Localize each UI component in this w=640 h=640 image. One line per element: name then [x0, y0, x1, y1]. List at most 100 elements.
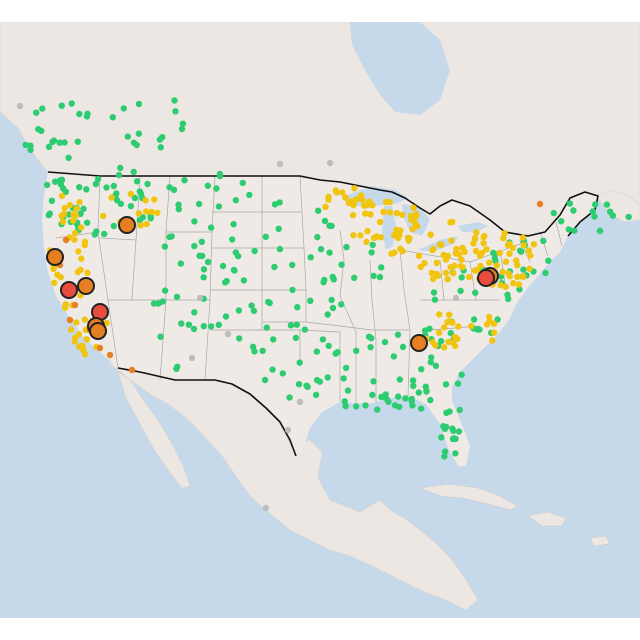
station-marker-moderate[interactable]: [325, 196, 332, 203]
station-marker-moderate[interactable]: [527, 252, 534, 259]
station-marker-good[interactable]: [60, 185, 67, 192]
station-marker-good[interactable]: [92, 180, 100, 188]
station-marker-usg[interactable]: [71, 301, 79, 309]
station-marker-good[interactable]: [374, 406, 381, 413]
station-marker-good[interactable]: [325, 342, 332, 350]
station-marker-moderate[interactable]: [436, 241, 444, 248]
station-marker-moderate[interactable]: [428, 269, 435, 277]
station-marker-good[interactable]: [157, 144, 164, 151]
station-marker-good[interactable]: [370, 272, 377, 280]
station-marker-good[interactable]: [431, 296, 439, 303]
station-marker-good[interactable]: [101, 230, 108, 238]
highlighted-station-usg[interactable]: [77, 277, 95, 295]
station-marker-moderate[interactable]: [519, 234, 526, 241]
station-marker-good[interactable]: [402, 395, 409, 402]
station-marker-moderate[interactable]: [362, 210, 369, 217]
station-marker-moderate[interactable]: [433, 259, 440, 267]
station-marker-good[interactable]: [592, 201, 599, 208]
station-marker-moderate[interactable]: [502, 258, 510, 265]
station-marker-good[interactable]: [46, 210, 53, 217]
station-marker-good[interactable]: [199, 252, 206, 260]
station-marker-moderate[interactable]: [472, 247, 480, 255]
station-marker-moderate[interactable]: [518, 273, 526, 280]
station-marker-good[interactable]: [441, 453, 448, 460]
station-marker-good[interactable]: [56, 139, 63, 146]
station-marker-good[interactable]: [289, 261, 296, 269]
station-marker-good[interactable]: [378, 393, 385, 401]
station-marker-good[interactable]: [342, 364, 350, 372]
station-marker-good[interactable]: [458, 371, 465, 378]
station-marker-moderate[interactable]: [377, 234, 384, 241]
station-marker-good[interactable]: [344, 387, 352, 394]
station-marker-moderate[interactable]: [393, 210, 400, 217]
station-marker-good[interactable]: [540, 237, 547, 244]
station-marker-good[interactable]: [144, 180, 151, 188]
station-marker-good[interactable]: [215, 203, 223, 210]
station-marker-moderate[interactable]: [440, 344, 448, 351]
station-marker-moderate[interactable]: [75, 331, 83, 338]
station-marker-moderate[interactable]: [333, 189, 340, 196]
station-marker-good[interactable]: [270, 336, 277, 343]
station-marker-moderate[interactable]: [501, 229, 508, 237]
station-marker-good[interactable]: [370, 378, 377, 385]
map-frame[interactable]: [0, 22, 640, 618]
station-marker-good[interactable]: [338, 301, 345, 308]
station-marker-good[interactable]: [51, 178, 59, 185]
station-marker-moderate[interactable]: [61, 204, 68, 212]
station-marker-moderate[interactable]: [445, 311, 453, 318]
station-marker-moderate[interactable]: [386, 209, 393, 216]
station-marker-usg[interactable]: [536, 200, 544, 208]
station-marker-moderate[interactable]: [363, 238, 370, 246]
station-marker-moderate[interactable]: [490, 329, 498, 336]
station-marker-good[interactable]: [385, 398, 392, 405]
station-marker-moderate[interactable]: [505, 270, 512, 277]
station-marker-good[interactable]: [68, 100, 75, 107]
station-marker-good[interactable]: [458, 274, 465, 281]
station-marker-moderate[interactable]: [322, 203, 329, 210]
station-marker-good[interactable]: [181, 177, 188, 184]
station-marker-good[interactable]: [58, 102, 65, 109]
station-marker-good[interactable]: [94, 175, 102, 183]
station-marker-moderate[interactable]: [51, 279, 58, 286]
station-marker-good[interactable]: [589, 208, 596, 215]
station-marker-good[interactable]: [157, 333, 164, 340]
station-marker-good[interactable]: [437, 337, 445, 345]
station-marker-moderate[interactable]: [510, 280, 517, 287]
station-marker-good[interactable]: [351, 274, 358, 281]
station-marker-good[interactable]: [303, 382, 310, 389]
station-marker-good[interactable]: [185, 321, 193, 328]
station-marker-good[interactable]: [442, 381, 450, 388]
station-marker-good[interactable]: [452, 450, 459, 457]
station-marker-good[interactable]: [438, 434, 445, 441]
station-marker-good[interactable]: [307, 254, 314, 261]
station-marker-good[interactable]: [455, 428, 463, 435]
station-marker-good[interactable]: [271, 263, 278, 271]
station-marker-moderate[interactable]: [515, 281, 523, 288]
station-marker-good[interactable]: [230, 266, 238, 274]
station-marker-moderate[interactable]: [364, 227, 371, 235]
station-marker-moderate[interactable]: [363, 201, 371, 209]
station-marker-good[interactable]: [409, 377, 417, 384]
station-marker-moderate[interactable]: [468, 322, 475, 330]
station-marker-usg[interactable]: [66, 316, 74, 324]
station-marker-moderate[interactable]: [394, 234, 402, 242]
station-marker-moderate[interactable]: [148, 208, 155, 216]
station-marker-moderate[interactable]: [137, 222, 144, 229]
station-marker-moderate[interactable]: [409, 225, 416, 233]
station-marker-good[interactable]: [287, 322, 295, 329]
station-marker-good[interactable]: [124, 133, 131, 140]
highlighted-station-usg[interactable]: [89, 322, 107, 340]
station-marker-good[interactable]: [110, 182, 118, 190]
station-marker-moderate[interactable]: [461, 248, 468, 255]
station-marker-moderate[interactable]: [143, 208, 150, 215]
station-marker-moderate[interactable]: [465, 273, 473, 281]
station-marker-good[interactable]: [470, 316, 478, 323]
station-marker-no-data[interactable]: [262, 504, 270, 512]
station-marker-moderate[interactable]: [143, 220, 150, 228]
station-marker-moderate[interactable]: [78, 255, 85, 262]
station-marker-good[interactable]: [353, 403, 360, 410]
station-marker-moderate[interactable]: [371, 234, 379, 241]
station-marker-good[interactable]: [396, 376, 403, 383]
station-marker-good[interactable]: [207, 224, 215, 231]
station-marker-good[interactable]: [391, 402, 399, 409]
